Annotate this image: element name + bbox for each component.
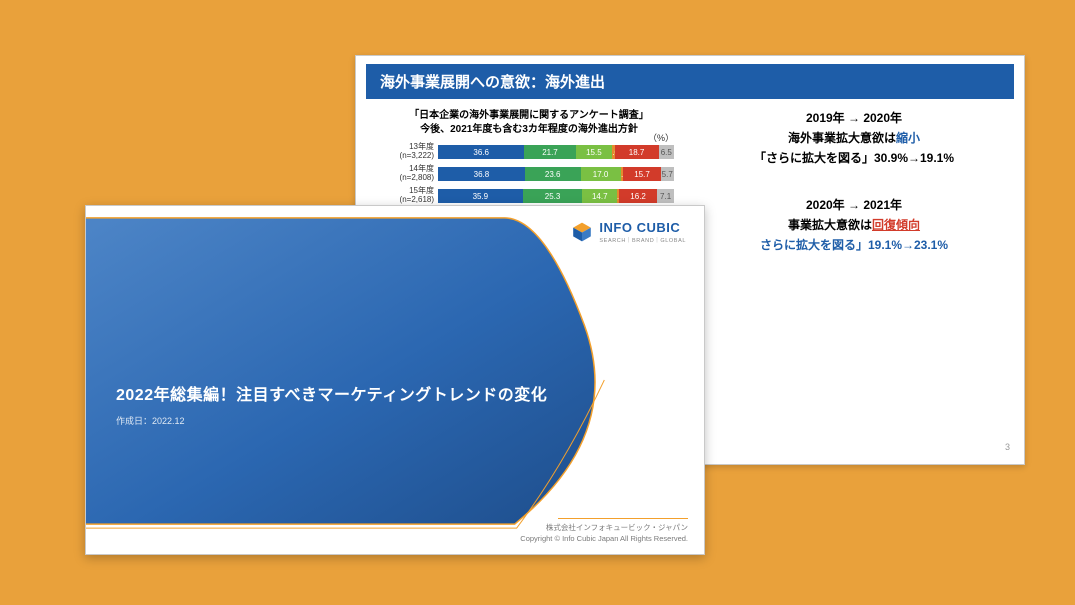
chart-row: 14年度(n=2,808)36.823.617.01.215.75.7 [384,165,674,183]
back-slide-title: 海外事業展開への意欲：海外進出 [366,64,1014,99]
slide-date: 作成日：2022.12 [116,414,185,427]
title-triangle-shape [86,206,704,554]
logo-text: INFO CUBIC [599,220,686,235]
front-slide: INFO CUBIC SEARCH｜BRAND｜GLOBAL 2022年総集編！… [85,205,705,555]
survey-caption: 「日本企業の海外事業展開に関するアンケート調査」 今後、2021年度も含む3カ年… [384,109,674,137]
insight-text: 2019年 → 2020年海外事業拡大意欲は縮小「さらに拡大を図る」30.9%→… [704,109,1004,284]
percent-unit-label: （%） [648,131,674,144]
chart-row: 13年度(n=3,222)36.621.715.51.018.76.5 [384,143,674,161]
slide-footer: 株式会社インフォキュービック・ジャパン Copyright © Info Cub… [520,518,688,544]
chart-row: 15年度(n=2,618)35.925.314.70.816.27.1 [384,187,674,205]
page-number: 3 [1005,442,1010,452]
slide-headline: 2022年総集編！注目すべきマーケティングトレンドの変化 [116,381,547,405]
logo-tagline: SEARCH｜BRAND｜GLOBAL [599,236,686,244]
cube-icon [571,221,593,243]
brand-logo: INFO CUBIC SEARCH｜BRAND｜GLOBAL [571,220,686,244]
